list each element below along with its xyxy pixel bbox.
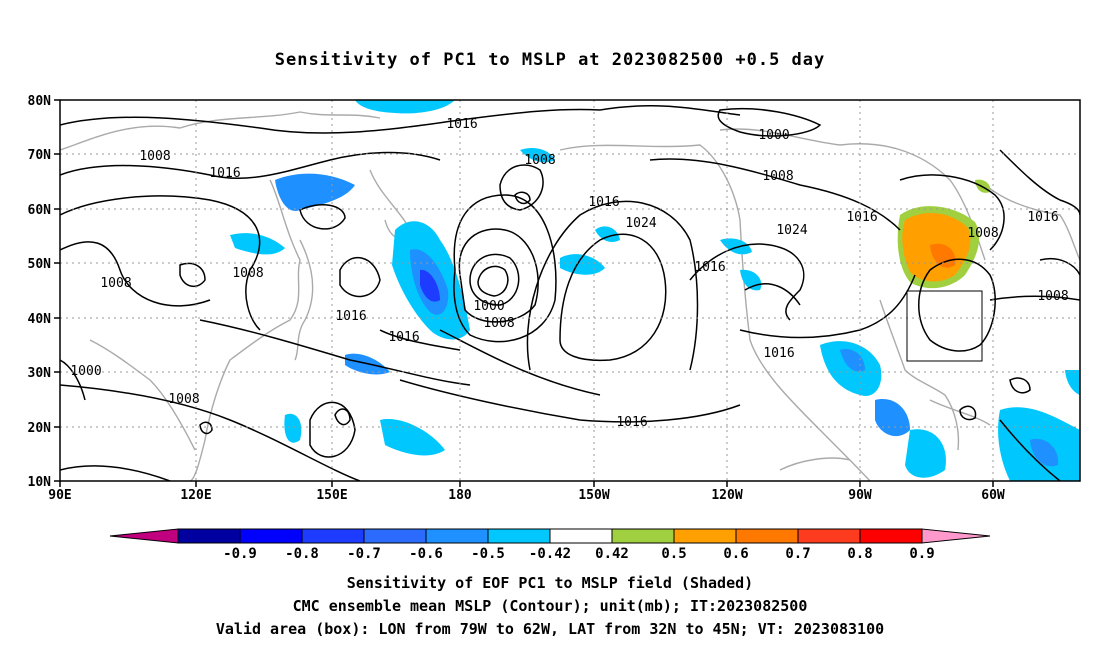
- lon-label: 90E: [48, 488, 71, 503]
- lat-label: 60N: [28, 203, 52, 218]
- lat-label: 10N: [28, 475, 52, 490]
- colorbar-label: 0.5: [661, 546, 686, 562]
- lon-label: 90W: [848, 488, 872, 503]
- colorbar-segment: [363, 528, 427, 544]
- lat-labels: 80N 70N 60N 50N 40N 30N 20N 10N: [28, 94, 52, 490]
- contour-label: 1016: [616, 415, 647, 430]
- lat-label: 80N: [28, 94, 52, 109]
- contour-labels: 1016 1008 1016 1008 1000 1008 1008 1024 …: [70, 117, 1068, 430]
- colorbar-low-triangle: [109, 528, 179, 544]
- lon-label: 120E: [180, 488, 211, 503]
- colorbar-segment: [673, 528, 737, 544]
- colorbar-label: 0.9: [909, 546, 934, 562]
- colorbar-segment: [859, 528, 923, 544]
- lon-label: 60W: [981, 488, 1005, 503]
- contour-label: 1024: [625, 216, 656, 231]
- lat-lon-grid: [60, 100, 1080, 481]
- colorbar-label: 0.42: [595, 546, 629, 562]
- valid-area-box: [906, 290, 983, 362]
- lat-label: 40N: [28, 312, 52, 327]
- lat-label: 70N: [28, 148, 52, 163]
- map-frame: [59, 99, 1081, 482]
- colorbar-segment: [797, 528, 861, 544]
- contour-label: 1016: [1027, 210, 1058, 225]
- shading-negative: [230, 100, 1080, 481]
- lon-labels: 90E 120E 150E 180 150W 120W 90W 60W: [48, 488, 1005, 503]
- contour-label: 1000: [758, 128, 789, 143]
- contour-label: 1016: [588, 195, 619, 210]
- contour-label: 1016: [335, 309, 366, 324]
- lat-label: 20N: [28, 421, 52, 436]
- colorbar-segment: [425, 528, 489, 544]
- colorbar-label: 0.8: [847, 546, 872, 562]
- colorbar-label: -0.5: [471, 546, 505, 562]
- colorbar-segment: [301, 528, 365, 544]
- figure-title: Sensitivity of PC1 to MSLP at 2023082500…: [274, 50, 826, 70]
- lon-label: 150W: [578, 488, 609, 503]
- contour-label: 1008: [762, 169, 793, 184]
- contour-label: 1008: [967, 226, 998, 241]
- contour-label: 1016: [846, 210, 877, 225]
- caption-line-2: CMC ensemble mean MSLP (Contour); unit(m…: [292, 597, 808, 615]
- contour-label: 1008: [483, 316, 514, 331]
- colorbar-segment: [611, 528, 675, 544]
- contour-label: 1016: [388, 330, 419, 345]
- contour-label: 1016: [763, 346, 794, 361]
- lat-label: 30N: [28, 366, 52, 381]
- contour-label: 1008: [1037, 289, 1068, 304]
- caption-line-1: Sensitivity of EOF PC1 to MSLP field (Sh…: [346, 574, 754, 592]
- colorbar-segment: [549, 528, 613, 544]
- lon-label: 180: [448, 488, 472, 503]
- contour-label: 1024: [776, 223, 807, 238]
- colorbar-labels: -0.9 -0.8 -0.7 -0.6 -0.5 -0.42 0.42 0.5 0.6 0.7 0.…: [223, 546, 935, 562]
- lon-label: 150E: [316, 488, 347, 503]
- colorbar-label: -0.6: [409, 546, 443, 562]
- contour-label: 1016: [209, 166, 240, 181]
- colorbar-segment: [735, 528, 799, 544]
- contour-label: 1008: [168, 392, 199, 407]
- colorbar-segment: [487, 528, 551, 544]
- colorbar-label: -0.42: [529, 546, 571, 562]
- contour-label: 1000: [473, 299, 504, 314]
- contour-label: 1008: [100, 276, 131, 291]
- contour-label: 1008: [139, 149, 170, 164]
- colorbar-label: -0.9: [223, 546, 257, 562]
- contour-label: 1016: [446, 117, 477, 132]
- colorbar-label: 0.6: [723, 546, 748, 562]
- colorbar-label: -0.8: [285, 546, 319, 562]
- colorbar-segment: [239, 528, 303, 544]
- colorbar-label: 0.7: [785, 546, 810, 562]
- contour-label: 1008: [524, 153, 555, 168]
- lon-label: 120W: [711, 488, 742, 503]
- colorbar-segment: [177, 528, 241, 544]
- shading-positive: [897, 179, 991, 289]
- map-plot-area: [60, 100, 1080, 481]
- colorbar: [109, 528, 991, 544]
- contour-label: 1008: [232, 266, 263, 281]
- lat-label: 50N: [28, 257, 52, 272]
- contour-label: 1016: [694, 260, 725, 275]
- mslp-contours: [60, 104, 1080, 481]
- colorbar-label: -0.7: [347, 546, 381, 562]
- colorbar-high-triangle: [921, 528, 991, 544]
- tick-marks: [54, 99, 994, 487]
- caption-line-3: Valid area (box): LON from 79W to 62W, L…: [215, 620, 885, 638]
- contour-label: 1000: [70, 364, 101, 379]
